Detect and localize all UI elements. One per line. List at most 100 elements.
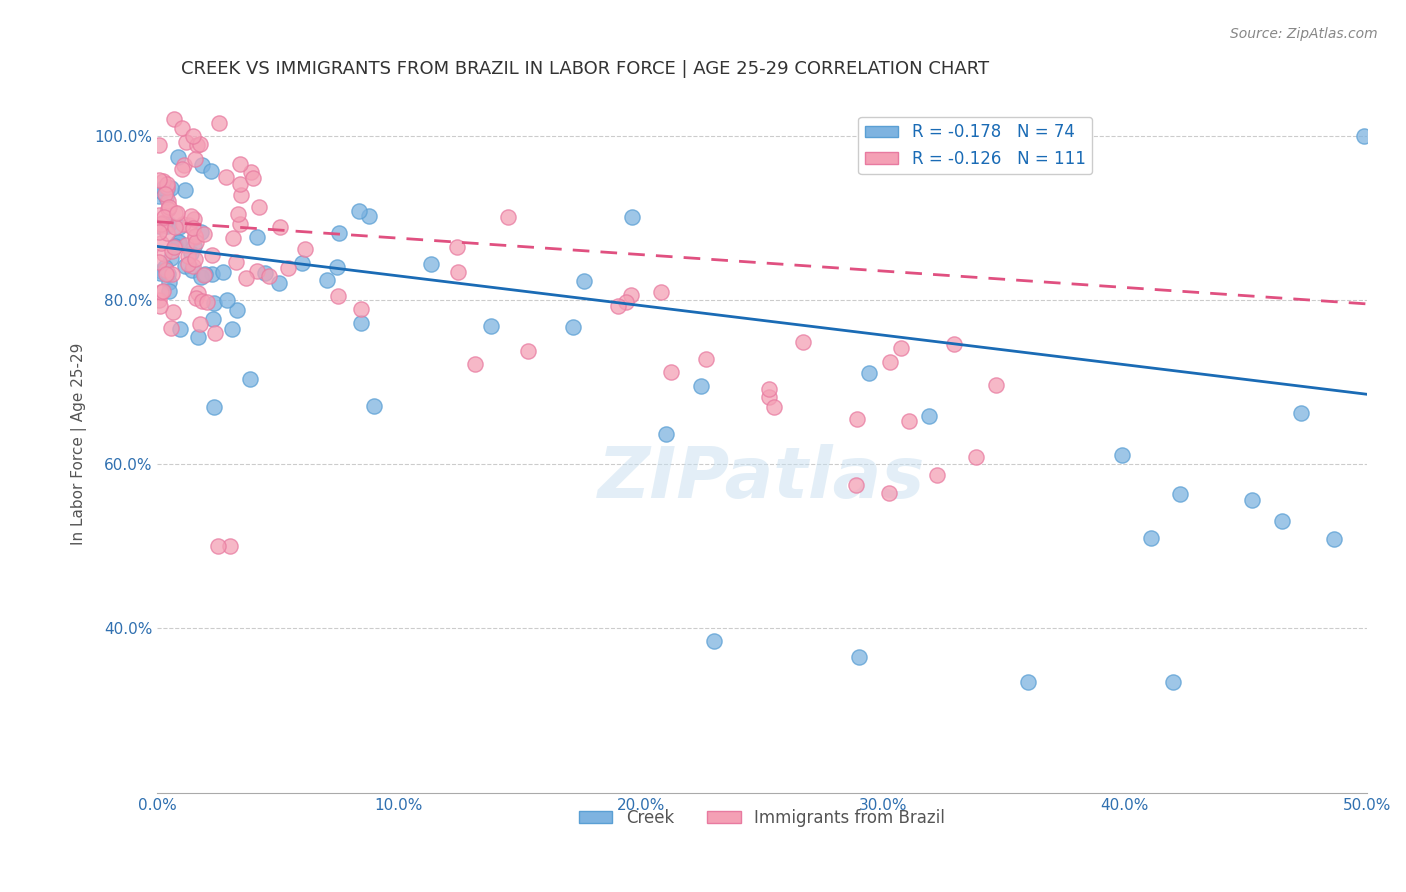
Creek [420, 257, 443, 271]
Immigrants from Brazil [186, 291, 208, 305]
Immigrants from Brazil [155, 263, 177, 277]
Creek [194, 267, 217, 281]
Immigrants from Brazil [149, 299, 172, 313]
Creek [1111, 448, 1133, 462]
Text: CREEK VS IMMIGRANTS FROM BRAZIL IN LABOR FORCE | AGE 25-29 CORRELATION CHART: CREEK VS IMMIGRANTS FROM BRAZIL IN LABOR… [181, 60, 990, 78]
Creek [291, 256, 314, 270]
Creek [167, 219, 190, 234]
Immigrants from Brazil [160, 244, 183, 259]
Creek [690, 379, 713, 393]
Immigrants from Brazil [897, 414, 920, 428]
Immigrants from Brazil [187, 285, 209, 300]
Immigrants from Brazil [184, 235, 207, 249]
Immigrants from Brazil [228, 217, 250, 231]
Immigrants from Brazil [183, 128, 205, 143]
Immigrants from Brazil [149, 219, 172, 233]
Creek [918, 409, 941, 424]
Creek [848, 650, 870, 665]
Creek [267, 276, 290, 290]
Immigrants from Brazil [148, 138, 170, 153]
Immigrants from Brazil [792, 334, 814, 349]
Creek [246, 230, 269, 244]
Creek [152, 181, 174, 195]
Creek [350, 316, 373, 330]
Creek [201, 267, 224, 281]
Creek [148, 189, 170, 203]
Immigrants from Brazil [179, 218, 201, 232]
Immigrants from Brazil [174, 237, 197, 252]
Immigrants from Brazil [155, 267, 177, 281]
Creek [1289, 407, 1312, 421]
Creek [155, 190, 177, 204]
Immigrants from Brazil [239, 165, 262, 179]
Creek [149, 264, 172, 278]
Immigrants from Brazil [172, 161, 194, 176]
Creek [357, 209, 380, 223]
Immigrants from Brazil [156, 227, 179, 241]
Creek [157, 276, 180, 290]
Creek [1271, 515, 1294, 529]
Immigrants from Brazil [181, 221, 204, 235]
Creek [621, 210, 644, 224]
Immigrants from Brazil [228, 157, 250, 171]
Creek [316, 273, 339, 287]
Creek [211, 265, 233, 279]
Immigrants from Brazil [218, 539, 240, 553]
Creek [201, 312, 224, 326]
Creek [157, 218, 180, 232]
Immigrants from Brazil [162, 305, 184, 319]
Immigrants from Brazil [606, 299, 628, 313]
Creek [702, 633, 724, 648]
Immigrants from Brazil [160, 267, 183, 281]
Creek [481, 318, 503, 333]
Legend: Creek, Immigrants from Brazil: Creek, Immigrants from Brazil [572, 802, 952, 833]
Creek [157, 267, 180, 281]
Immigrants from Brazil [172, 217, 194, 231]
Immigrants from Brazil [229, 187, 252, 202]
Immigrants from Brazil [153, 186, 176, 201]
Creek [167, 235, 190, 250]
Creek [215, 293, 238, 307]
Creek [225, 303, 247, 318]
Immigrants from Brazil [163, 205, 186, 219]
Creek [167, 150, 190, 164]
Immigrants from Brazil [226, 207, 249, 221]
Immigrants from Brazil [758, 390, 780, 404]
Immigrants from Brazil [153, 211, 176, 225]
Text: ZIPatlas: ZIPatlas [598, 444, 925, 513]
Immigrants from Brazil [157, 202, 180, 216]
Immigrants from Brazil [176, 135, 198, 149]
Immigrants from Brazil [845, 412, 868, 426]
Immigrants from Brazil [845, 478, 868, 492]
Immigrants from Brazil [163, 112, 186, 126]
Creek [326, 260, 349, 275]
Immigrants from Brazil [156, 177, 179, 191]
Immigrants from Brazil [148, 225, 170, 239]
Creek [221, 322, 243, 336]
Immigrants from Brazil [446, 265, 468, 279]
Immigrants from Brazil [659, 365, 682, 379]
Immigrants from Brazil [173, 158, 195, 172]
Creek [1353, 128, 1375, 143]
Creek [187, 329, 209, 343]
Immigrants from Brazil [148, 172, 170, 186]
Immigrants from Brazil [235, 271, 257, 285]
Creek [180, 245, 202, 260]
Creek [191, 158, 214, 172]
Immigrants from Brazil [184, 152, 207, 166]
Creek [254, 266, 277, 280]
Immigrants from Brazil [157, 200, 180, 214]
Creek [1241, 493, 1264, 508]
Creek [150, 184, 173, 198]
Creek [347, 204, 370, 219]
Creek [160, 181, 183, 195]
Creek [149, 266, 172, 280]
Creek [363, 399, 385, 413]
Immigrants from Brazil [176, 249, 198, 263]
Creek [169, 322, 191, 336]
Immigrants from Brazil [204, 326, 226, 341]
Immigrants from Brazil [879, 355, 901, 369]
Immigrants from Brazil [943, 337, 966, 351]
Immigrants from Brazil [614, 295, 637, 310]
Creek [239, 372, 262, 386]
